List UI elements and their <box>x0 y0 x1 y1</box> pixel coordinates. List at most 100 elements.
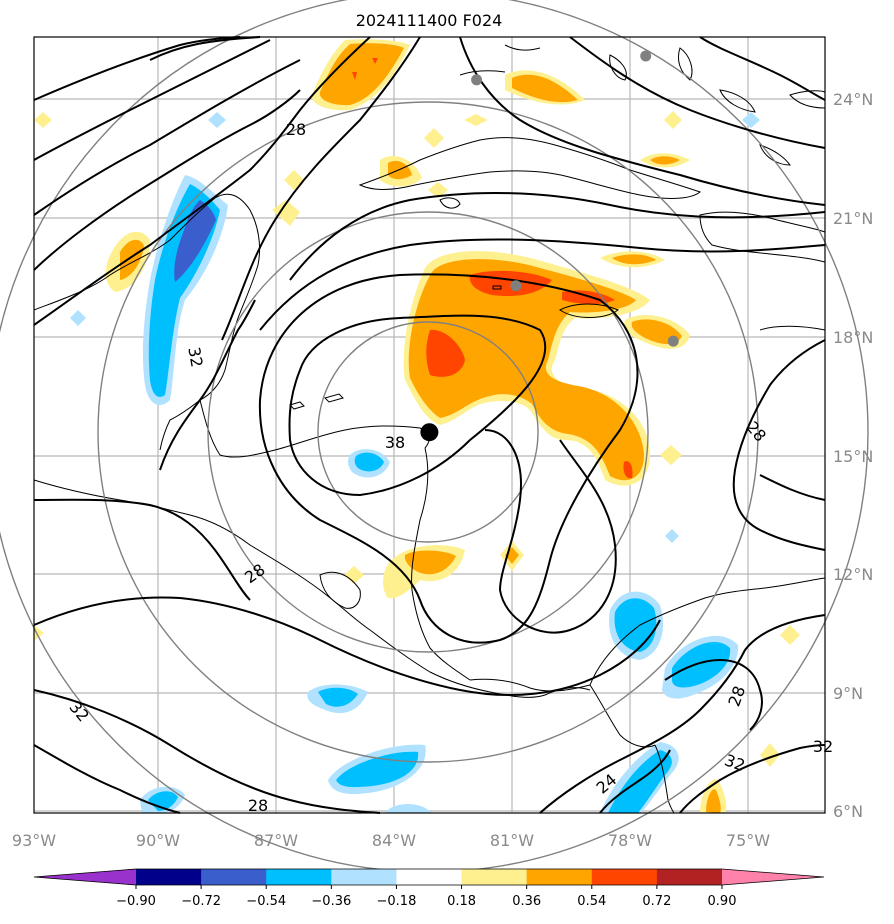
lat-label: 12°N <box>833 565 873 584</box>
island <box>677 47 693 81</box>
lon-label: 90°W <box>136 831 180 850</box>
positive-anomaly-region <box>344 566 364 584</box>
colorbar: −0.90 −0.72 −0.54 −0.36 −0.18 0.18 0.36 0.54 0.7… <box>33 868 825 909</box>
negative-anomaly-region <box>318 687 358 707</box>
colorbar-tick-label: 0.18 <box>447 894 476 909</box>
coastline <box>589 577 826 686</box>
island <box>559 303 619 318</box>
positive-anomaly-region <box>780 625 800 645</box>
colorbar-segment <box>331 869 397 885</box>
positive-anomaly-region <box>612 254 656 265</box>
lat-label: 18°N <box>833 328 873 347</box>
colorbar-tick-label: 0.36 <box>512 894 541 909</box>
map-title: 2024111400 F024 <box>356 11 503 30</box>
positive-anomaly-region <box>650 156 680 165</box>
positive-anomaly-region <box>34 625 44 641</box>
contour-line <box>33 689 381 814</box>
positive-anomaly-region <box>664 111 682 129</box>
positive-anomaly-region <box>464 114 488 126</box>
colorbar-extend-min <box>34 869 136 885</box>
contour-label: 32 <box>184 345 206 368</box>
storm-center-marker <box>420 423 439 442</box>
negative-anomaly-region <box>672 641 731 688</box>
contour-line <box>569 36 826 149</box>
contour-label: 32 <box>813 737 833 756</box>
contour-line <box>732 339 826 551</box>
island <box>759 144 791 166</box>
colorbar-segment <box>266 869 332 885</box>
gray-marker <box>510 280 522 292</box>
positive-anomaly-region <box>372 58 378 64</box>
contour-label: 28 <box>286 120 306 139</box>
colorbar-tick-label: 0.90 <box>708 894 737 909</box>
contour-line <box>149 36 261 61</box>
positive-anomaly-region <box>623 461 633 479</box>
colorbar-segment <box>136 869 202 885</box>
negative-anomaly-region <box>70 310 86 326</box>
island <box>719 89 756 113</box>
lon-label: 93°W <box>12 831 56 850</box>
lat-label: 21°N <box>833 209 873 228</box>
positive-anomaly-region <box>404 550 456 575</box>
island <box>609 54 627 81</box>
negative-anomaly-region <box>385 803 432 813</box>
gray-marker <box>640 50 652 62</box>
contour-line <box>289 192 826 281</box>
colorbar-segment <box>201 869 267 885</box>
coastline <box>33 193 261 451</box>
contour-line <box>699 36 826 101</box>
contour-label: 28 <box>248 796 268 815</box>
colorbar-tick-label: −0.54 <box>246 894 286 909</box>
lon-label: 75°W <box>726 831 770 850</box>
negative-anomaly-region <box>614 598 657 652</box>
lat-label: 9°N <box>833 684 863 703</box>
positive-anomaly-region <box>706 789 721 813</box>
contour-line <box>159 299 256 471</box>
positive-anomaly-region <box>352 72 357 80</box>
longitude-labels: 93°W 90°W 87°W 84°W 81°W 78°W 75°W <box>12 831 770 850</box>
contour-line <box>33 744 181 814</box>
colorbar-tick-label: −0.72 <box>181 894 221 909</box>
positive-anomaly-region <box>34 112 52 128</box>
colorbar-segment <box>461 869 528 885</box>
coastline <box>699 211 826 263</box>
lon-label: 78°W <box>608 831 652 850</box>
positive-anomaly-region <box>426 329 465 377</box>
negative-anomaly-region <box>208 112 226 128</box>
range-ring <box>207 211 649 653</box>
gray-marker <box>471 74 483 86</box>
contour-line <box>33 59 301 216</box>
contour-line <box>288 314 547 497</box>
positive-anomaly-region <box>760 743 780 767</box>
positive-anomaly-region <box>388 160 412 180</box>
contour-line <box>664 658 763 731</box>
gray-marker <box>667 335 679 347</box>
island <box>492 285 502 290</box>
shading-layer <box>34 39 800 813</box>
contour-line <box>679 744 826 814</box>
contour-line <box>259 238 826 331</box>
coastline <box>459 70 506 76</box>
negative-anomaly-region <box>742 112 760 128</box>
lon-label: 87°W <box>254 831 298 850</box>
contour-line <box>33 36 371 326</box>
lon-label: 84°W <box>372 831 416 850</box>
contour-line <box>539 614 826 814</box>
island <box>289 401 305 410</box>
range-ring <box>97 101 759 763</box>
colorbar-segment <box>656 869 723 885</box>
negative-anomaly-region <box>174 200 216 282</box>
contours <box>33 36 826 814</box>
coastline <box>411 447 471 681</box>
contour-line <box>459 36 826 206</box>
lat-label: 15°N <box>833 447 873 466</box>
contour-line <box>33 498 251 601</box>
colorbar-extend-max <box>722 869 824 885</box>
markers <box>420 50 679 442</box>
lake <box>319 571 361 609</box>
contour-line <box>33 89 301 271</box>
positive-anomaly-region <box>424 128 444 148</box>
positive-anomaly-region <box>428 182 448 198</box>
map-panel: 28 32 38 28 28 28 32 24 32 28 32 <box>0 0 869 873</box>
colorbar-tick-label: −0.18 <box>377 894 417 909</box>
